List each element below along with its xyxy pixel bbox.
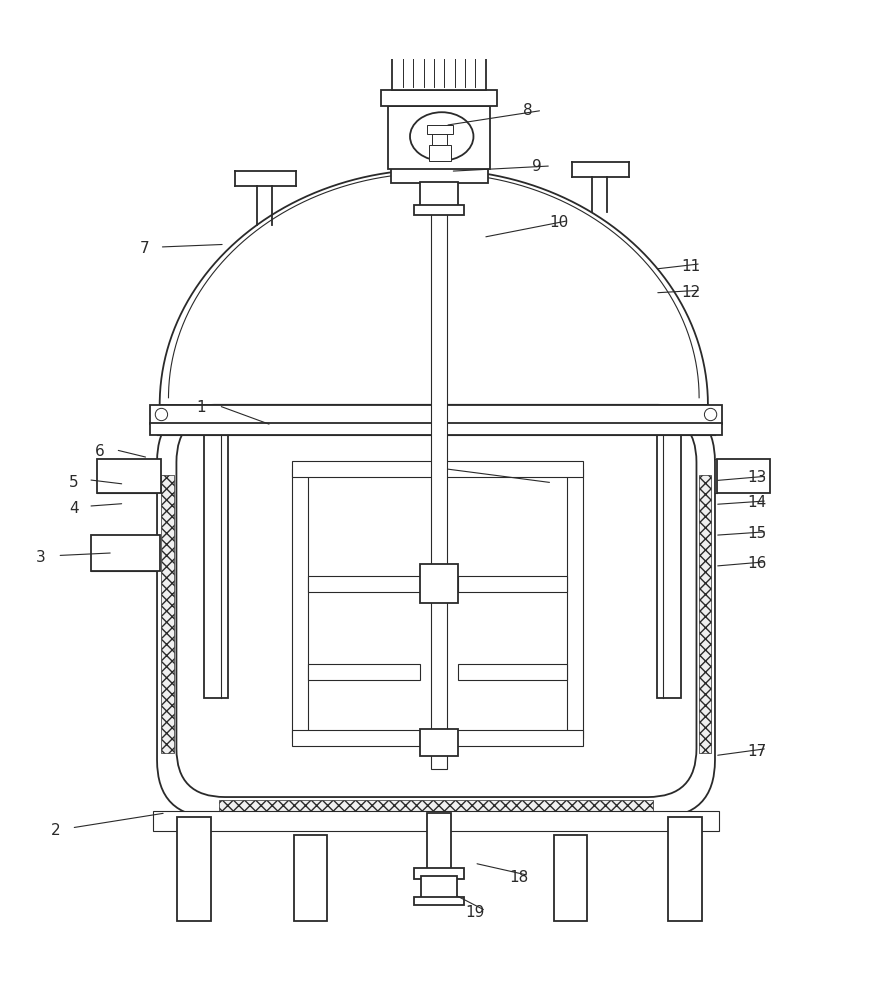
Bar bbox=[553, 835, 587, 921]
Bar bbox=[388, 20, 489, 30]
Bar bbox=[387, 106, 490, 169]
Text: 7: 7 bbox=[139, 241, 149, 256]
Bar bbox=[426, 125, 453, 134]
Bar bbox=[177, 817, 211, 921]
Bar bbox=[431, 169, 447, 769]
Bar bbox=[698, 475, 710, 753]
Text: 11: 11 bbox=[680, 259, 700, 274]
Bar bbox=[414, 205, 463, 215]
Bar bbox=[307, 576, 419, 592]
Bar bbox=[419, 564, 458, 603]
Bar bbox=[426, 813, 451, 875]
Bar bbox=[97, 459, 160, 493]
Bar bbox=[716, 459, 769, 493]
Text: 3: 3 bbox=[36, 550, 46, 565]
Ellipse shape bbox=[409, 112, 473, 161]
Bar bbox=[392, 30, 486, 90]
Bar bbox=[566, 469, 582, 738]
Bar bbox=[656, 419, 680, 698]
Bar bbox=[150, 423, 721, 435]
Text: 4: 4 bbox=[69, 501, 79, 516]
Text: 17: 17 bbox=[747, 744, 766, 759]
Bar bbox=[91, 535, 159, 571]
Text: 2: 2 bbox=[51, 823, 61, 838]
Bar bbox=[414, 868, 463, 879]
Bar bbox=[414, 897, 463, 905]
Text: 8: 8 bbox=[522, 103, 532, 118]
Bar bbox=[458, 664, 566, 680]
Text: 12: 12 bbox=[680, 285, 700, 300]
FancyBboxPatch shape bbox=[176, 414, 696, 797]
Circle shape bbox=[703, 408, 716, 421]
Text: 9: 9 bbox=[531, 159, 540, 174]
Bar bbox=[419, 182, 458, 206]
Text: 15: 15 bbox=[747, 526, 766, 541]
Text: 14: 14 bbox=[747, 495, 766, 510]
Text: 1: 1 bbox=[197, 400, 206, 415]
Bar bbox=[291, 469, 307, 738]
Bar bbox=[458, 576, 566, 592]
Bar bbox=[667, 817, 701, 921]
Bar bbox=[421, 876, 456, 901]
Bar bbox=[152, 811, 719, 831]
Text: 13: 13 bbox=[747, 470, 766, 485]
Bar bbox=[204, 419, 228, 698]
Bar bbox=[161, 475, 174, 753]
Circle shape bbox=[155, 408, 167, 421]
Bar bbox=[291, 730, 582, 746]
Bar bbox=[293, 835, 327, 921]
Bar bbox=[291, 461, 582, 477]
Bar bbox=[307, 664, 419, 680]
Text: 19: 19 bbox=[465, 905, 485, 920]
FancyBboxPatch shape bbox=[157, 405, 714, 817]
Bar bbox=[390, 161, 487, 183]
Bar bbox=[150, 405, 721, 424]
Text: 10: 10 bbox=[548, 215, 568, 230]
Bar bbox=[428, 145, 450, 161]
Text: 18: 18 bbox=[509, 870, 528, 885]
Text: 6: 6 bbox=[95, 444, 105, 459]
Bar bbox=[419, 729, 458, 756]
Text: 16: 16 bbox=[747, 556, 766, 571]
Bar bbox=[431, 134, 447, 145]
Text: 5: 5 bbox=[69, 475, 79, 490]
Bar bbox=[219, 800, 653, 813]
Bar bbox=[380, 90, 497, 106]
